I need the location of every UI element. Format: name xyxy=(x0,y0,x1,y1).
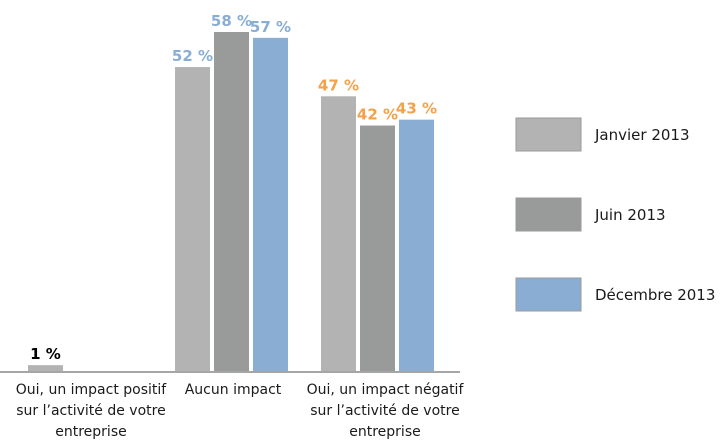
category-label-2: Aucun impact xyxy=(185,382,282,398)
data-label-2-3: 57 % xyxy=(250,18,291,36)
legend-swatch-1 xyxy=(515,117,582,152)
legend-swatch-3 xyxy=(515,277,582,312)
bar-2-1 xyxy=(175,67,210,371)
bar-2-3 xyxy=(253,37,288,372)
data-label-2-2: 58 % xyxy=(211,12,252,30)
legend-label-2: Juin 2013 xyxy=(594,206,666,224)
data-label-2-1: 52 % xyxy=(172,47,213,65)
bar-3-1 xyxy=(321,96,356,372)
legend-label-1: Janvier 2013 xyxy=(594,126,690,144)
data-label-3-1: 47 % xyxy=(318,76,359,94)
bar-2-2 xyxy=(214,32,249,371)
bar-3-3 xyxy=(399,119,434,371)
bar-3-2 xyxy=(360,125,395,371)
category-label-3: Oui, un impact négatif sur l’activité de … xyxy=(307,382,465,440)
category-label-1: Oui, un impact positif sur l’activité de … xyxy=(16,382,168,440)
legend-label-3: Décembre 2013 xyxy=(595,286,715,304)
data-label-1-1: 1 % xyxy=(30,345,61,363)
data-label-3-3: 43 % xyxy=(396,100,437,118)
data-label-3-2: 42 % xyxy=(357,106,398,124)
legend-swatch-2 xyxy=(515,197,582,232)
bar-1-1 xyxy=(28,365,63,371)
